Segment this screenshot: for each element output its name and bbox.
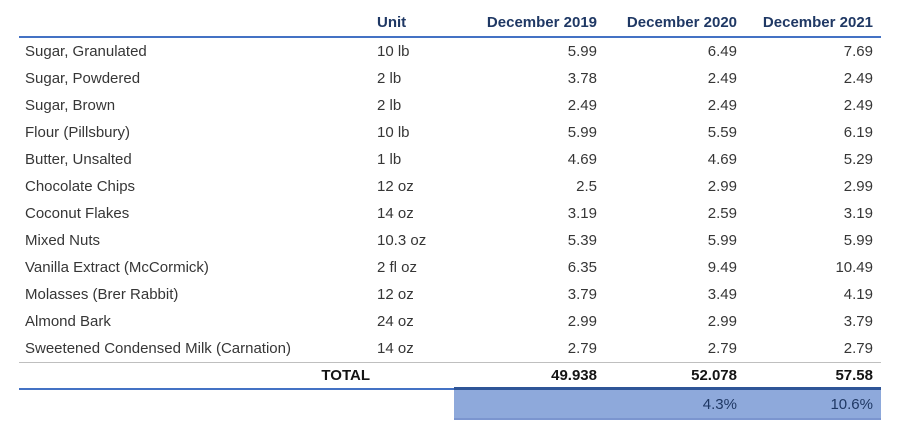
column-header-unit: Unit: [361, 3, 454, 38]
cell-dec2020: 4.69: [707, 151, 737, 168]
cell-item: Sugar, Powdered: [25, 70, 141, 87]
cell-unit: 2 lb: [377, 97, 402, 114]
cell-dec2020: 2.59: [707, 205, 737, 222]
cell-unit: 14 oz: [361, 335, 454, 363]
cell-item: Mixed Nuts: [25, 232, 101, 249]
cell-dec2021: 4.19: [843, 286, 873, 303]
cell-item: Flour (Pillsbury): [25, 124, 131, 141]
cell-dec2020: 2.49: [707, 70, 737, 87]
cell-dec2021: 3.79: [843, 313, 873, 330]
price-table: Unit December 2019 December 2020 Decembe…: [19, 3, 881, 420]
table-row: Molasses (Brer Rabbit) 12 oz 3.79 3.49 4…: [19, 281, 881, 308]
percent-dec2021: 10.6%: [739, 387, 881, 420]
cell-unit: 1 lb: [377, 151, 402, 168]
cell-dec2020: 2.49: [707, 97, 737, 114]
cell-item: Coconut Flakes: [25, 205, 130, 222]
column-header-item: [19, 3, 361, 38]
cell-dec2020: 6.49: [707, 43, 737, 60]
column-header-december-2021: December 2021: [739, 3, 881, 38]
cell-unit: 24 oz: [377, 313, 414, 330]
cell-dec2020: 5.59: [707, 124, 737, 141]
cell-unit: 2 lb: [377, 70, 402, 87]
cell-unit: 10 lb: [377, 43, 410, 60]
cell-dec2021: 5.99: [843, 232, 873, 249]
cell-dec2020: 2.99: [707, 313, 737, 330]
table-row: Mixed Nuts 10.3 oz 5.39 5.99 5.99: [19, 227, 881, 254]
column-header-december-2020: December 2020: [599, 3, 739, 38]
cell-dec2019: 4.69: [567, 151, 597, 168]
cell-dec2020: 5.99: [707, 232, 737, 249]
header-row: Unit December 2019 December 2020 Decembe…: [19, 3, 881, 38]
percent-row-spacer: [19, 389, 454, 420]
cell-dec2019: 6.35: [567, 259, 597, 276]
cell-item: Butter, Unsalted: [25, 151, 132, 168]
total-dec2021: 57.58: [739, 362, 881, 390]
cell-unit: 12 oz: [377, 286, 414, 303]
cell-dec2019: 2.99: [567, 313, 597, 330]
table-body: Sugar, Granulated 10 lb 5.99 6.49 7.69 S…: [19, 37, 881, 420]
total-row: TOTAL 49.938 52.078 57.58: [19, 362, 881, 390]
cell-dec2019: 2.79: [454, 335, 599, 363]
cell-dec2021: 10.49: [835, 259, 873, 276]
cell-dec2020: 2.99: [707, 178, 737, 195]
table-row: Chocolate Chips 12 oz 2.5 2.99 2.99: [19, 173, 881, 200]
cell-item: Sugar, Brown: [25, 97, 116, 114]
cell-dec2019: 2.5: [576, 178, 597, 195]
total-label: TOTAL: [19, 362, 454, 390]
cell-dec2019: 2.49: [567, 97, 597, 114]
percent-dec2019: [454, 387, 599, 420]
cell-dec2021: 7.69: [843, 43, 873, 60]
cell-dec2021: 2.49: [843, 97, 873, 114]
cell-dec2019: 5.39: [567, 232, 597, 249]
cell-dec2021: 5.29: [843, 151, 873, 168]
cell-item: Molasses (Brer Rabbit): [25, 286, 179, 303]
cell-item: Almond Bark: [25, 313, 111, 330]
cell-dec2021: 2.79: [739, 335, 881, 363]
total-dec2019: 49.938: [454, 362, 599, 390]
table-row: Sugar, Brown 2 lb 2.49 2.49 2.49: [19, 92, 881, 119]
table-header: Unit December 2019 December 2020 Decembe…: [19, 3, 881, 38]
cell-dec2020: 2.79: [599, 335, 739, 363]
percent-change-row: 4.3% 10.6%: [19, 387, 881, 420]
percent-dec2020: 4.3%: [599, 387, 739, 420]
cell-dec2020: 3.49: [707, 286, 737, 303]
cell-item: Chocolate Chips: [25, 178, 136, 195]
cell-item: Sweetened Condensed Milk (Carnation): [19, 335, 361, 363]
cell-dec2019: 5.99: [567, 124, 597, 141]
cell-unit: 12 oz: [377, 178, 414, 195]
cell-dec2019: 5.99: [567, 43, 597, 60]
cell-dec2021: 2.49: [843, 70, 873, 87]
cell-dec2020: 9.49: [707, 259, 737, 276]
cell-dec2021: 6.19: [843, 124, 873, 141]
table-row: Butter, Unsalted 1 lb 4.69 4.69 5.29: [19, 146, 881, 173]
cell-dec2019: 3.19: [567, 205, 597, 222]
table-row: Almond Bark 24 oz 2.99 2.99 3.79: [19, 308, 881, 335]
cell-item: Vanilla Extract (McCormick): [25, 259, 209, 276]
table-row: Vanilla Extract (McCormick) 2 fl oz 6.35…: [19, 254, 881, 281]
cell-dec2021: 3.19: [843, 205, 873, 222]
table-row: Coconut Flakes 14 oz 3.19 2.59 3.19: [19, 200, 881, 227]
cell-unit: 10 lb: [377, 124, 410, 141]
table-row: Sugar, Granulated 10 lb 5.99 6.49 7.69: [19, 37, 881, 65]
total-dec2020: 52.078: [599, 362, 739, 390]
cell-unit: 2 fl oz: [377, 259, 418, 276]
table-row: Sweetened Condensed Milk (Carnation) 14 …: [19, 335, 881, 363]
cell-item: Sugar, Granulated: [25, 43, 147, 60]
cell-dec2019: 3.78: [567, 70, 597, 87]
cell-unit: 10.3 oz: [377, 232, 427, 249]
table-row: Flour (Pillsbury) 10 lb 5.99 5.59 6.19: [19, 119, 881, 146]
cell-unit: 14 oz: [377, 205, 414, 222]
table-row: Sugar, Powdered 2 lb 3.78 2.49 2.49: [19, 65, 881, 92]
cell-dec2019: 3.79: [567, 286, 597, 303]
column-header-december-2019: December 2019: [454, 3, 599, 38]
cell-dec2021: 2.99: [843, 178, 873, 195]
